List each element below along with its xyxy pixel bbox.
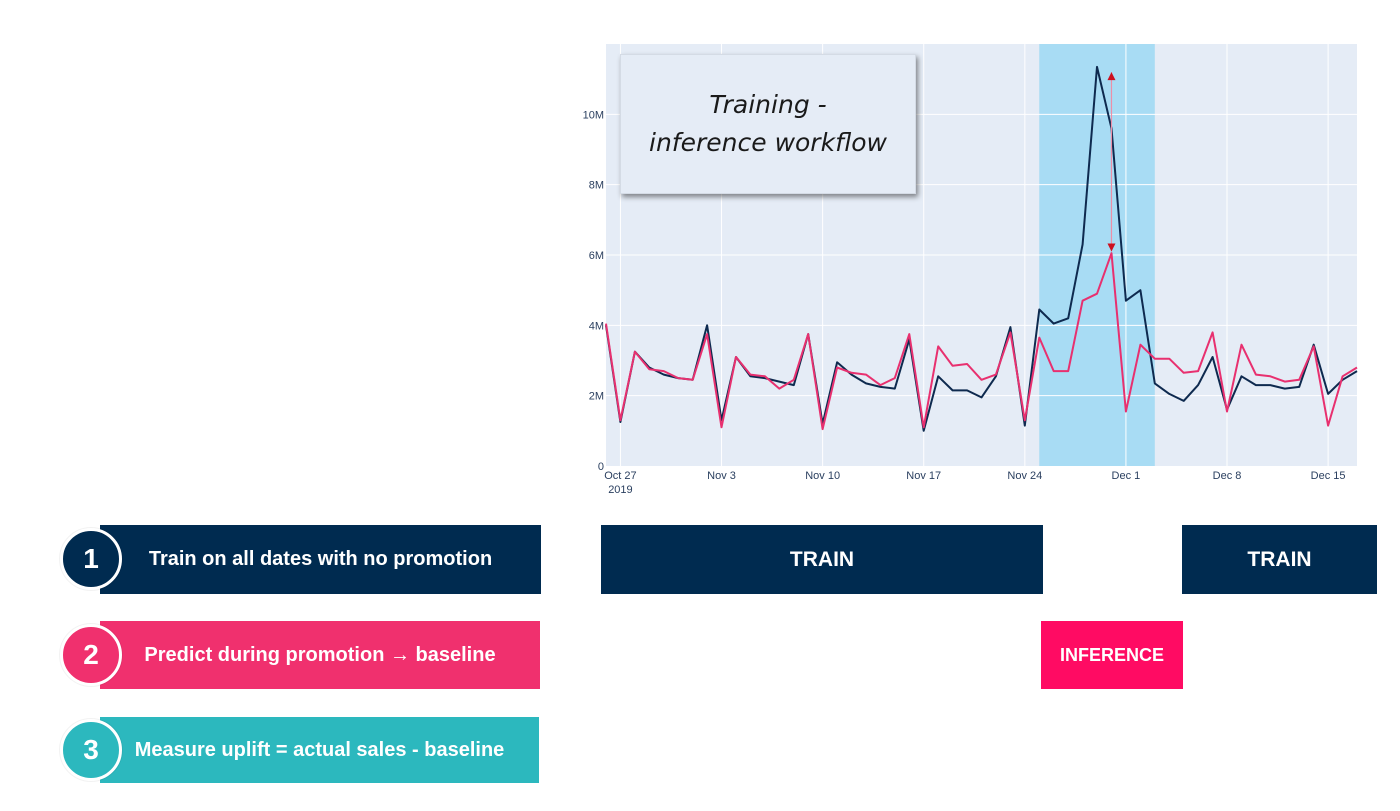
x-tick-label: Dec 15 [1311,470,1346,482]
train-phase-right: TRAIN [1182,525,1377,594]
x-tick-label: Nov 10 [805,470,840,482]
inference-phase: INFERENCE [1041,621,1183,689]
chart-title: Training - inference workflow [649,90,887,157]
x-tick-label: Dec 1 [1112,470,1141,482]
step-2-badge: 2 [60,624,122,686]
step-3-number: 3 [83,734,99,765]
series-line-2 [605,252,1358,431]
step-1-label: Train on all dates with no promotion [148,548,493,570]
x-tick-label: Dec 8 [1213,470,1242,482]
x-axis-ticks: Oct 27 2019 Nov 3 Nov 10 Nov 17 Nov 24 Dec 1 De… [604,470,1345,496]
train-phase-left: TRAIN [601,525,1043,594]
uplift-arrow [1107,72,1116,252]
x-tick-label: Nov 3 [707,470,736,482]
step-3-label: Measure uplift = actual sales - baseline [134,738,505,761]
inference-phase-label: INFERENCE [1059,644,1164,665]
y-tick-label: 8M [589,180,604,192]
uplift-arrow-head-bottom [1107,243,1116,252]
step-3-badge: 3 [60,719,122,781]
chart-title-box: Training - inference workflow [620,54,916,194]
y-axis-ticks: 0 2M 4M 6M 8M 10M [583,109,604,473]
y-tick-label: 6M [589,250,604,262]
x-tick-label: Nov 24 [1007,470,1042,482]
step-2-bar: Predict during promotion → baseline [100,621,540,689]
train-phase-left-label: TRAIN [789,547,855,571]
y-tick-label: 4M [589,320,604,332]
step-1-bar: Train on all dates with no promotion [100,525,541,594]
train-phase-right-label: TRAIN [1247,547,1312,571]
x-tick-label: Nov 17 [906,470,941,482]
step-2-number: 2 [83,639,99,670]
x-tick-label: Oct 27 2019 [604,470,636,496]
series-lines [605,65,1358,432]
uplift-arrow-head-top [1107,72,1116,81]
step-3-bar: Measure uplift = actual sales - baseline [100,717,539,783]
step-1-badge: 1 [60,528,122,590]
y-tick-label: 10M [583,109,604,121]
y-tick-label: 2M [589,391,604,403]
step-2-label: Predict during promotion → baseline [144,643,496,666]
step-1-number: 1 [83,543,99,574]
y-tick-label: 0 [598,461,604,473]
